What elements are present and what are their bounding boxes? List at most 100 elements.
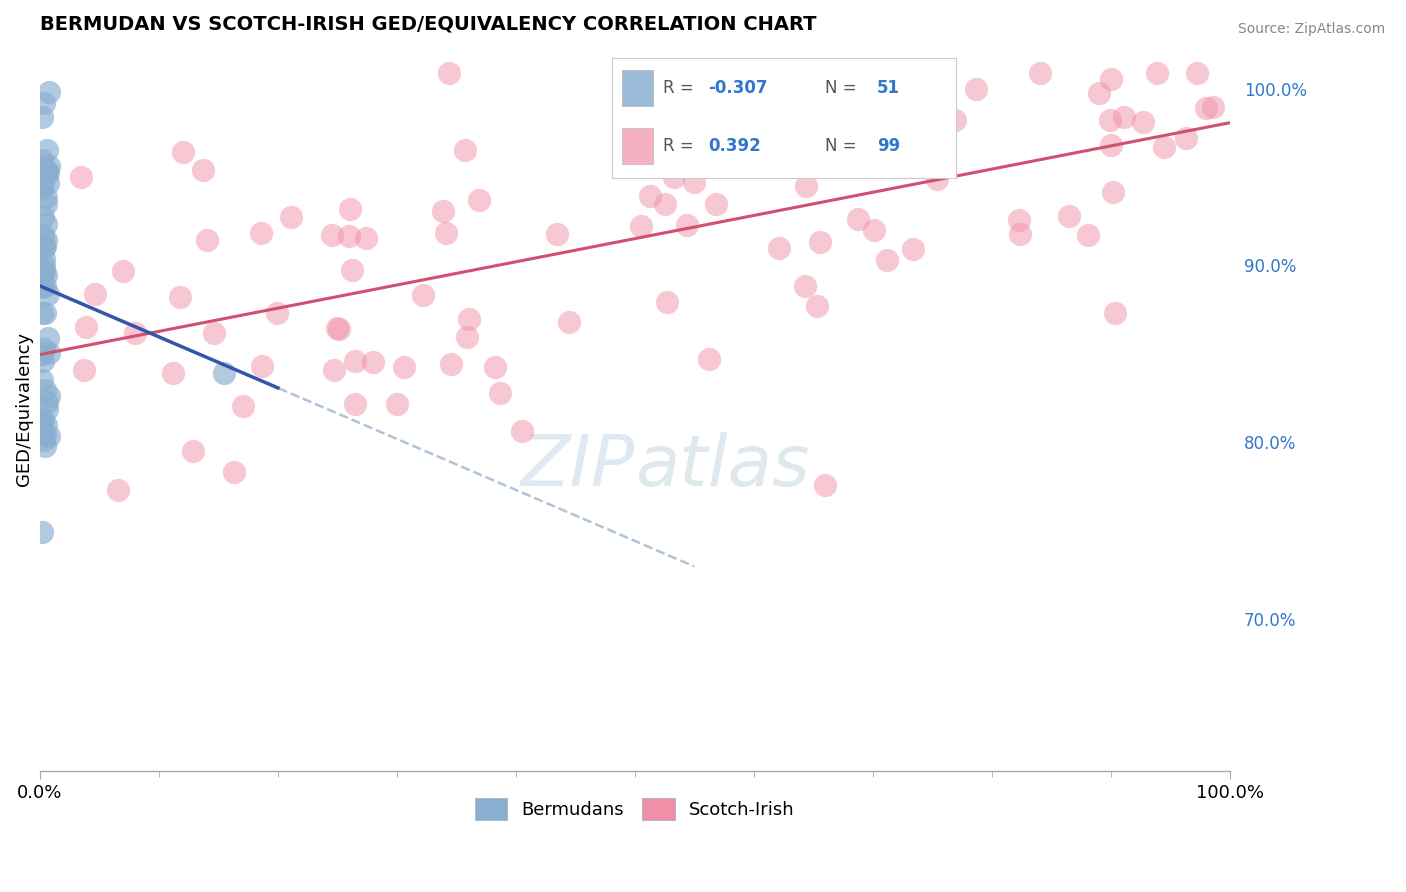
Point	[1132, 115, 1154, 129]
Point	[806, 300, 828, 314]
Point	[111, 263, 134, 277]
Text: N =: N =	[825, 136, 856, 155]
Point	[765, 66, 787, 80]
Point	[817, 78, 839, 93]
Point	[323, 363, 346, 377]
Point	[458, 312, 481, 326]
Point	[862, 66, 884, 80]
Legend: Bermudans, Scotch-Irish: Bermudans, Scotch-Irish	[468, 790, 803, 827]
Point	[965, 81, 987, 95]
Point	[1202, 100, 1225, 114]
Point	[340, 263, 363, 277]
Text: atlas: atlas	[636, 432, 810, 501]
Point	[32, 252, 55, 267]
Text: 51: 51	[877, 79, 900, 97]
Point	[34, 197, 56, 211]
Point	[35, 190, 58, 204]
Text: -0.307: -0.307	[709, 79, 768, 97]
Point	[1153, 139, 1175, 153]
Point	[38, 389, 60, 403]
Point	[343, 353, 366, 368]
Point	[202, 326, 225, 341]
Point	[697, 351, 720, 366]
Point	[830, 107, 852, 121]
Point	[38, 346, 60, 360]
Point	[172, 145, 194, 160]
Point	[35, 165, 58, 179]
Point	[1104, 306, 1126, 320]
Point	[886, 136, 908, 151]
Point	[195, 233, 218, 247]
Point	[34, 305, 56, 319]
Point	[31, 181, 53, 195]
Point	[37, 331, 59, 345]
Point	[37, 143, 59, 157]
Point	[35, 164, 58, 178]
Point	[1175, 131, 1198, 145]
Point	[35, 401, 58, 416]
Point	[321, 228, 343, 243]
Point	[34, 428, 56, 442]
Point	[768, 241, 790, 255]
Point	[32, 259, 55, 273]
Point	[34, 418, 56, 433]
Point	[1101, 185, 1123, 199]
Point	[412, 287, 434, 301]
Point	[32, 177, 55, 191]
Point	[73, 363, 96, 377]
Y-axis label: GED/Equivalency: GED/Equivalency	[15, 332, 32, 486]
Point	[31, 354, 53, 368]
Text: 100.0%: 100.0%	[1244, 82, 1306, 100]
Point	[489, 385, 512, 400]
Point	[1098, 112, 1121, 127]
Point	[326, 321, 349, 335]
Point	[546, 227, 568, 241]
Point	[706, 196, 728, 211]
Point	[32, 95, 55, 110]
Point	[1112, 110, 1135, 124]
Point	[1057, 209, 1080, 223]
Point	[638, 189, 661, 203]
Point	[1028, 66, 1050, 80]
Point	[31, 525, 53, 540]
Point	[38, 86, 60, 100]
Point	[903, 242, 925, 256]
Point	[31, 280, 53, 294]
Text: Source: ZipAtlas.com: Source: ZipAtlas.com	[1237, 22, 1385, 37]
Point	[1088, 86, 1111, 100]
Point	[34, 238, 56, 252]
Point	[1146, 66, 1168, 80]
Point	[437, 66, 460, 80]
Point	[827, 128, 849, 143]
Point	[394, 359, 416, 374]
Point	[814, 477, 837, 491]
Point	[83, 287, 105, 301]
Point	[31, 417, 53, 431]
Point	[1195, 102, 1218, 116]
Point	[224, 466, 246, 480]
Text: 80.0%: 80.0%	[1244, 435, 1296, 453]
Text: 70.0%: 70.0%	[1244, 612, 1296, 630]
Point	[30, 160, 52, 174]
Point	[841, 154, 863, 169]
Point	[1008, 227, 1031, 241]
Point	[655, 295, 678, 310]
Text: R =: R =	[664, 136, 695, 155]
Point	[683, 175, 706, 189]
Point	[107, 483, 129, 497]
Text: ZIP: ZIP	[520, 432, 636, 501]
Point	[31, 347, 53, 361]
Point	[31, 210, 53, 224]
Point	[846, 212, 869, 227]
Point	[32, 412, 55, 426]
Point	[676, 219, 699, 233]
Point	[1008, 213, 1031, 227]
Point	[169, 290, 191, 304]
Point	[181, 443, 204, 458]
Point	[630, 219, 652, 233]
Point	[124, 326, 146, 341]
Point	[35, 268, 58, 282]
Point	[37, 176, 59, 190]
Point	[250, 359, 273, 373]
Point	[387, 397, 409, 411]
